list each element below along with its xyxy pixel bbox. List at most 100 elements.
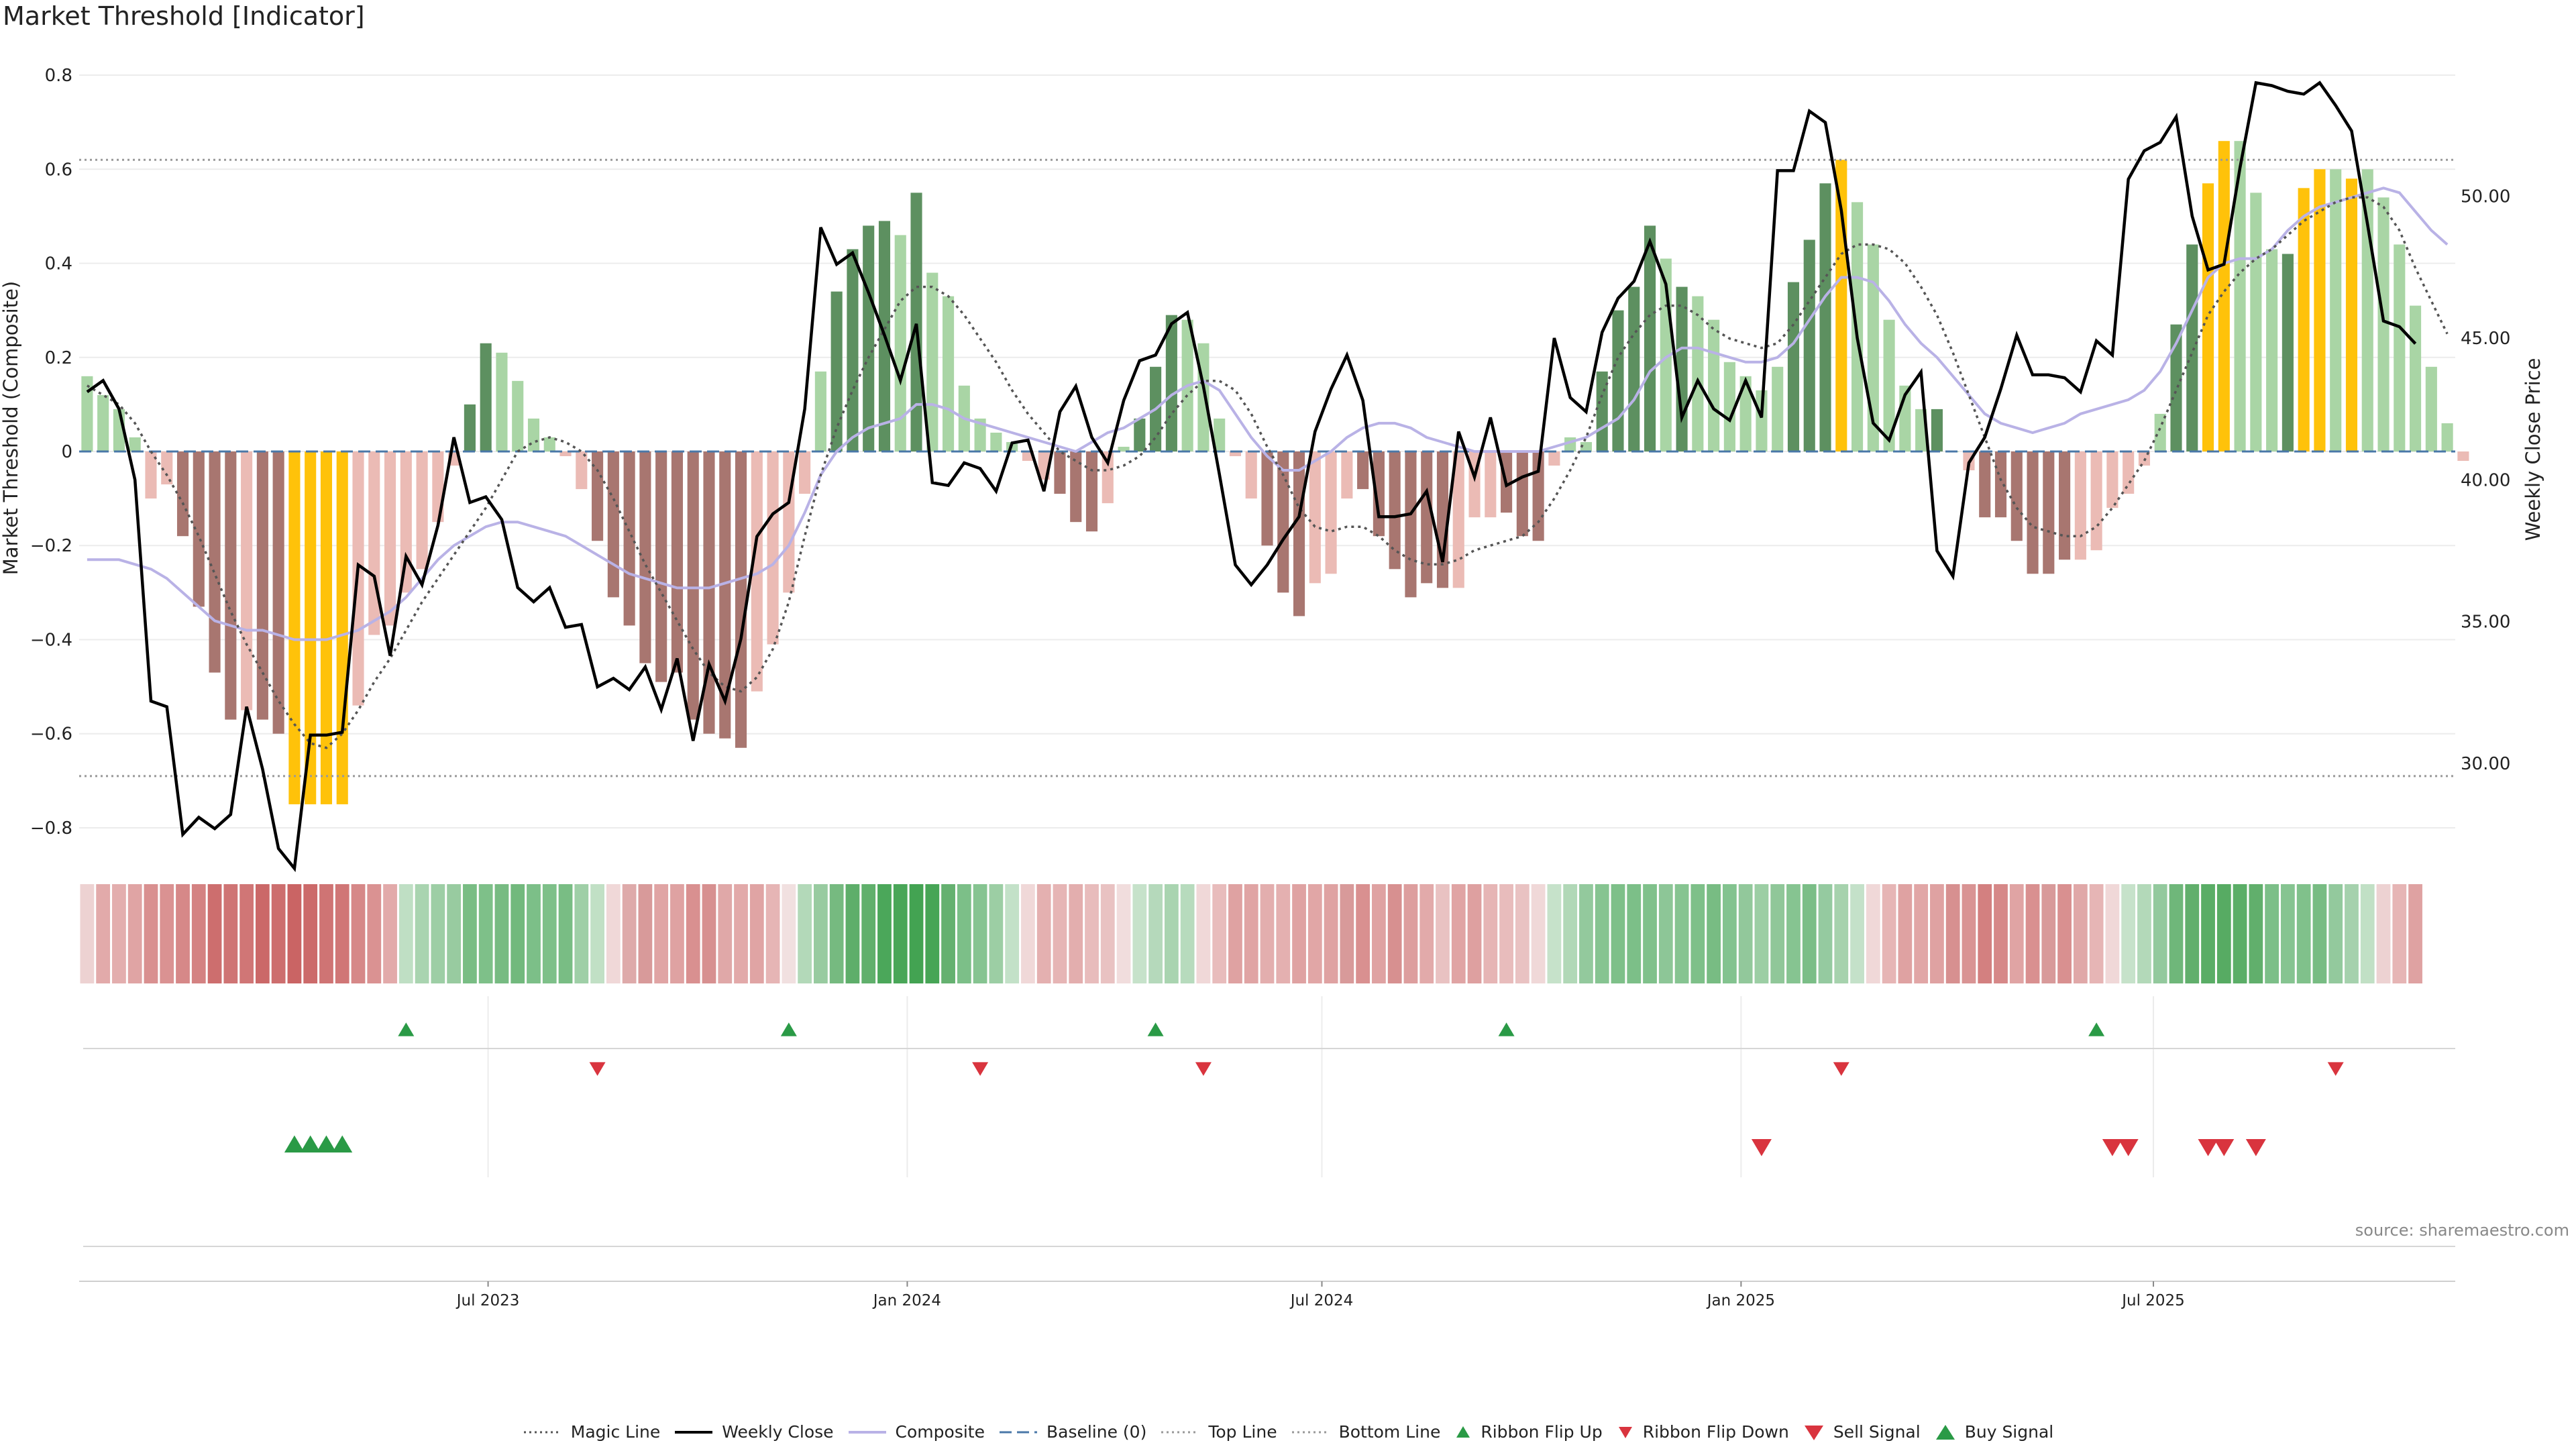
composite-bar: [2123, 451, 2135, 494]
ribbon-cell: [1930, 884, 1944, 983]
sell-signal-marker: [2214, 1139, 2235, 1157]
composite-bar: [2027, 451, 2039, 574]
triangle-up-small-icon: [1454, 1424, 1472, 1440]
composite-bar: [209, 451, 221, 673]
composite-bar: [2457, 451, 2469, 462]
ribbon-cell: [383, 884, 397, 983]
legend-label: Buy Signal: [1964, 1422, 2054, 1442]
ribbon-cell: [1690, 884, 1705, 983]
composite-bar: [2250, 193, 2262, 451]
ribbon-cell: [1882, 884, 1896, 983]
ribbon-cell: [319, 884, 333, 983]
ribbon-cell: [2057, 884, 2072, 983]
legend-label: Magic Line: [570, 1422, 661, 1442]
composite-bar: [2106, 451, 2118, 508]
ribbon-cell: [255, 884, 270, 983]
ribbon-cell: [1914, 884, 1929, 983]
x-axis: Jul 2023 Jan 2024 Jul 2024 Jan 2025 Jul 2025: [79, 1281, 2455, 1309]
y-tick-label: −0.2: [30, 536, 72, 556]
ribbon-cell: [845, 884, 860, 983]
ribbon-cell: [2281, 884, 2295, 983]
triangle-down-small-icon: [1616, 1424, 1635, 1440]
ribbon-cell: [112, 884, 126, 983]
composite-bar: [751, 451, 763, 692]
composite-bar: [496, 352, 508, 451]
ribbon-cell: [1292, 884, 1306, 983]
y2-tick-label: 40.00: [2461, 470, 2510, 490]
legend-label: Weekly Close: [722, 1422, 834, 1442]
ribbon-flip-up-marker: [1147, 1022, 1164, 1036]
composite-bar: [2345, 178, 2358, 451]
y2-tick-label: 45.00: [2461, 329, 2510, 349]
ribbon-flip-up-marker: [1498, 1022, 1515, 1036]
ribbon-cell: [1132, 884, 1147, 983]
composite-bar: [2043, 451, 2055, 574]
composite-bar: [623, 451, 635, 626]
composite-bar: [814, 371, 826, 451]
legend-item: Composite: [847, 1422, 985, 1442]
weekly-close-line: [86, 80, 2417, 873]
signal-markers: [83, 1022, 2455, 1247]
ribbon-cell: [1212, 884, 1227, 983]
dotted-line-icon: [523, 1426, 563, 1439]
ribbon-cell: [702, 884, 716, 983]
composite-bar: [1787, 282, 1800, 451]
ribbon-cell: [367, 884, 382, 983]
composite-bar: [559, 451, 572, 457]
buy-signal-marker: [300, 1135, 321, 1152]
ribbon-cell: [351, 884, 366, 983]
ribbon-cell: [989, 884, 1004, 983]
composite-bar: [241, 451, 253, 710]
ribbon-flip-down-marker: [972, 1062, 989, 1076]
ribbon-cell: [1611, 884, 1625, 983]
ribbon-cell: [861, 884, 876, 983]
composite-bar: [1309, 451, 1321, 584]
ribbon-cell: [1499, 884, 1513, 983]
ribbon-cell: [1754, 884, 1769, 983]
composite-bar: [943, 296, 955, 451]
composite-bar: [990, 432, 1002, 451]
composite-line-icon: [847, 1426, 888, 1439]
ribbon-cell: [271, 884, 286, 983]
ribbon-cell: [1627, 884, 1642, 983]
composite-bar: [2059, 451, 2071, 560]
buy-signal-marker: [332, 1135, 353, 1152]
composite-bar: [1452, 451, 1464, 588]
ribbon-cell: [1579, 884, 1593, 983]
composite-bar: [1723, 362, 1735, 451]
composite-bar: [1405, 451, 1417, 598]
composite-bar: [1325, 451, 1337, 574]
composite-bar: [2394, 244, 2406, 451]
composite-bar: [1070, 451, 1082, 523]
composite-bar: [910, 193, 922, 451]
ribbon-cell: [1786, 884, 1801, 983]
legend-label: Baseline (0): [1046, 1422, 1147, 1442]
composite-bar: [1389, 451, 1401, 570]
ribbon-cell: [1802, 884, 1817, 983]
x-tick-label: Jan 2024: [872, 1292, 941, 1309]
composite-bar: [1628, 286, 1640, 451]
legend-item: Ribbon Flip Up: [1454, 1422, 1603, 1442]
ribbon-cell: [1563, 884, 1578, 983]
ribbon-flip-up-marker: [2088, 1022, 2105, 1036]
composite-bar: [161, 451, 173, 485]
composite-bar: [735, 451, 747, 748]
ribbon-cell: [2169, 884, 2184, 983]
ribbon-cell: [1021, 884, 1035, 983]
legend-item: Bottom Line: [1291, 1422, 1440, 1442]
composite-bar: [974, 418, 986, 451]
ribbon-cell: [1643, 884, 1657, 983]
dashed-line-icon: [998, 1426, 1038, 1439]
ribbon-flip-down-marker: [1195, 1062, 1212, 1076]
ribbon-cell: [1148, 884, 1163, 983]
y-tick-label: 0.8: [45, 66, 72, 86]
buy-signal-marker: [284, 1135, 305, 1152]
composite-bar: [2410, 305, 2422, 451]
ribbon-cell: [1307, 884, 1322, 983]
ribbon-cell: [2216, 884, 2231, 983]
ribbon-cell: [973, 884, 987, 983]
composite-bar: [576, 451, 588, 490]
ribbon-cell: [1945, 884, 1960, 983]
ribbon-cell: [80, 884, 95, 983]
ribbon-cell: [1372, 884, 1386, 983]
